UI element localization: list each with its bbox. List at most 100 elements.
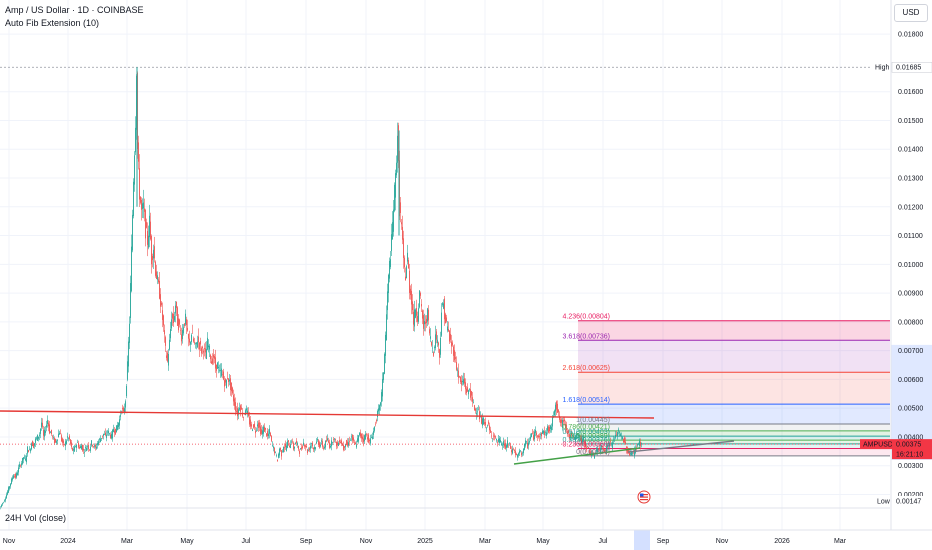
candle-body: [611, 443, 612, 445]
candle-body: [354, 442, 355, 444]
candle-body: [426, 318, 427, 324]
candle-body: [433, 352, 434, 356]
candle-body: [617, 432, 618, 437]
candle-body: [205, 348, 206, 353]
price-tick: 0.01300: [898, 176, 923, 183]
candle-body: [130, 283, 131, 319]
candle-body: [453, 346, 454, 356]
candle-body: [333, 439, 334, 440]
candle-body: [441, 312, 442, 336]
candle-body: [282, 451, 283, 453]
candle-body: [214, 356, 215, 359]
indicator-title[interactable]: Auto Fib Extension (10): [5, 18, 100, 28]
chart-grid: [0, 0, 890, 530]
candle-body: [403, 238, 404, 258]
candle-body: [18, 467, 19, 473]
high-value: 0.01685: [896, 65, 921, 72]
time-tick: May: [536, 538, 550, 545]
candle-body: [227, 378, 228, 379]
candle-body: [250, 419, 251, 427]
candle-body: [502, 444, 503, 446]
time-axis[interactable]: Nov 2024 Mar May Jul Sep Nov 2025 Mar May Jul Sep No…: [0, 507, 932, 545]
candle-body: [572, 434, 573, 437]
symbol-title[interactable]: Amp / US Dollar · 1D · COINBASE: [5, 5, 144, 15]
candle-body: [291, 441, 292, 443]
candle-body: [443, 303, 444, 309]
volume-pane-label: 24H Vol (close): [5, 513, 67, 523]
candle-body: [455, 357, 456, 359]
candle-body: [213, 354, 214, 358]
candle-body: [499, 438, 500, 443]
candle-body: [513, 448, 514, 450]
candle-body: [615, 434, 616, 438]
candle-body: [110, 434, 111, 438]
candle-body: [404, 257, 405, 268]
candle-body: [25, 458, 26, 461]
time-highlight: [634, 530, 650, 550]
candle-body: [12, 477, 13, 480]
candle-body: [297, 443, 298, 445]
candle-body: [394, 184, 395, 211]
candle-body: [104, 434, 105, 435]
candle-body: [169, 339, 170, 350]
candle-body: [422, 310, 423, 319]
candle-body: [530, 436, 531, 440]
candle-body: [608, 445, 609, 446]
support-trendline: [513, 447, 641, 465]
candle-body: [207, 337, 208, 350]
candle-body: [475, 408, 476, 411]
candle-body: [582, 439, 583, 443]
candle-body: [544, 431, 545, 435]
candle-body: [245, 410, 246, 416]
event-flag-icon[interactable]: [637, 490, 651, 504]
currency-button[interactable]: USD: [894, 4, 928, 22]
candle-body: [493, 435, 494, 437]
candle-body: [365, 433, 366, 440]
candle-body: [78, 442, 79, 448]
candle-body: [597, 448, 598, 453]
candle-body: [158, 279, 159, 283]
candle-body: [349, 440, 350, 442]
candle-body: [82, 444, 83, 451]
candle-body: [151, 236, 152, 265]
candle-body: [189, 338, 190, 343]
candle-body: [431, 341, 432, 346]
candle-body: [594, 454, 595, 459]
price-tick: 0.01400: [898, 147, 923, 154]
price-axis[interactable]: 0.01800 0.01600 0.01500 0.01400 0.01300 0.012…: [890, 0, 932, 530]
time-tick: Mar: [834, 538, 847, 545]
fib-label-0: 0(0.00334): [576, 449, 610, 456]
candle-body: [620, 434, 621, 436]
candle-body: [61, 435, 62, 442]
candle-body: [411, 290, 412, 305]
candle-body: [332, 442, 333, 444]
candle-body: [471, 391, 472, 396]
candle-body: [509, 442, 510, 444]
candle-body: [436, 331, 437, 340]
candle-body: [521, 452, 522, 456]
candle-body: [24, 456, 25, 458]
fib-label-4.236: 4.236(0.00804): [563, 314, 610, 321]
candle-body: [183, 327, 184, 334]
candle-body: [508, 443, 509, 445]
candle-body: [470, 389, 471, 398]
candle-body: [316, 441, 317, 444]
candle-body: [313, 447, 314, 450]
candle-body: [638, 443, 639, 445]
candle-body: [126, 386, 127, 397]
candle-body: [388, 275, 389, 293]
candle-body: [383, 372, 384, 381]
candle-body: [107, 431, 108, 433]
candle-body: [637, 444, 638, 446]
candle-body: [326, 440, 327, 442]
candle-body: [451, 341, 452, 347]
candle-body: [59, 432, 60, 435]
candle-body: [362, 436, 363, 440]
candle-body: [551, 426, 552, 431]
candle-body: [487, 425, 488, 426]
candle-body: [543, 430, 544, 434]
candle-body: [306, 446, 307, 448]
candle-body: [124, 408, 125, 413]
fib-zone: [578, 430, 890, 437]
